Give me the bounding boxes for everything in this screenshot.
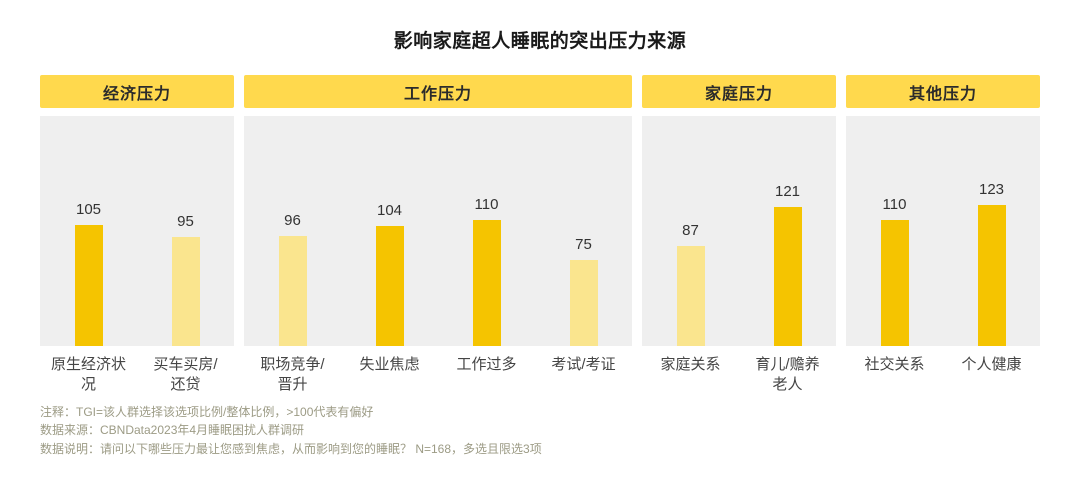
bar xyxy=(773,206,802,346)
bar xyxy=(171,236,200,346)
bar xyxy=(569,259,598,346)
bar-value-label: 123 xyxy=(978,180,1005,198)
category-label: 失业焦虑 xyxy=(359,356,420,373)
bar-column: 123 xyxy=(943,116,1040,346)
chart-group: 其他压力 110 123 社交关系 个人健康 xyxy=(846,75,1040,396)
footnote-line: 注释：TGI=该人群选择该选项比例/整体比例，>100代表有偏好 xyxy=(40,404,374,419)
group-panel: 96 104 110 75 xyxy=(244,116,632,346)
category-label: 考试/考证 xyxy=(551,356,616,373)
bar-column: 110 xyxy=(438,116,535,346)
bar-value-label: 121 xyxy=(774,182,801,200)
category-label: 工作过多 xyxy=(456,356,517,373)
category-label: 家庭关系 xyxy=(660,356,721,373)
group-panel: 105 95 xyxy=(40,116,234,346)
group-header-label: 经济压力 xyxy=(40,75,234,108)
group-header-label: 其他压力 xyxy=(846,75,1040,108)
bar-value-label: 96 xyxy=(284,211,301,229)
bar-value-label: 104 xyxy=(376,202,403,220)
group-category-labels: 原生经济状况 买车买房/还贷 xyxy=(40,355,234,396)
bar xyxy=(278,235,307,346)
category-label: 个人健康 xyxy=(961,356,1022,373)
bar-value-label: 87 xyxy=(682,221,699,239)
bar-value-label: 110 xyxy=(882,195,907,213)
group-category-labels: 职场竞争/晋升 失业焦虑 工作过多 考试/考证 xyxy=(244,355,632,396)
bar xyxy=(676,245,705,346)
bar-column: 96 xyxy=(244,116,341,346)
bar-value-label: 105 xyxy=(75,201,102,219)
bar xyxy=(977,204,1006,346)
bar xyxy=(880,219,909,346)
group-panel: 110 123 xyxy=(846,116,1040,346)
bar-column: 104 xyxy=(341,116,438,346)
bar xyxy=(375,226,404,346)
bar-value-label: 95 xyxy=(177,212,194,230)
bar-chart: 经济压力 105 95 原生经济状况 买车买房/还贷 工作压力 96 104 110 75 职场竞争… xyxy=(40,75,1040,396)
footnotes: 注释：TGI=该人群选择该选项比例/整体比例，>100代表有偏好 数据来源：CBN… xyxy=(40,403,1040,459)
footnote-line: 数据说明：请问以下哪些压力最让您感到焦虑，从而影响到您的睡眠？ N=168，多选… xyxy=(40,441,542,456)
chart-title: 影响家庭超人睡眠的突出压力来源 xyxy=(393,31,687,52)
category-label: 原生经济状况 xyxy=(50,356,126,394)
bar-column: 110 xyxy=(846,116,943,346)
bar-column: 121 xyxy=(739,116,836,346)
group-category-labels: 社交关系 个人健康 xyxy=(846,355,1040,375)
group-header-label: 家庭压力 xyxy=(642,75,836,108)
group-panel: 87 121 xyxy=(642,116,836,346)
category-label: 职场竞争/晋升 xyxy=(260,356,325,394)
category-label: 买车买房/还贷 xyxy=(153,356,218,394)
chart-group: 工作压力 96 104 110 75 职场竞争/晋升 失业焦虑 工作过多 考试/考证 xyxy=(244,75,632,396)
bar-column: 105 xyxy=(40,116,137,346)
chart-group: 家庭压力 87 121 家庭关系 育儿/赡养老人 xyxy=(642,75,836,396)
chart-group: 经济压力 105 95 原生经济状况 买车买房/还贷 xyxy=(40,75,234,396)
category-label: 社交关系 xyxy=(864,356,925,373)
bar-column: 87 xyxy=(642,116,739,346)
bar xyxy=(472,219,501,346)
group-header-label: 工作压力 xyxy=(244,75,632,108)
bar xyxy=(74,225,103,346)
bar-column: 75 xyxy=(535,116,632,346)
footnote-line: 数据来源：CBNData2023年4月睡眠困扰人群调研 xyxy=(40,423,305,438)
bar-column: 95 xyxy=(137,116,234,346)
group-category-labels: 家庭关系 育儿/赡养老人 xyxy=(642,355,836,396)
bar-value-label: 110 xyxy=(474,195,499,213)
bar-value-label: 75 xyxy=(575,235,592,253)
category-label: 育儿/赡养老人 xyxy=(755,356,820,394)
